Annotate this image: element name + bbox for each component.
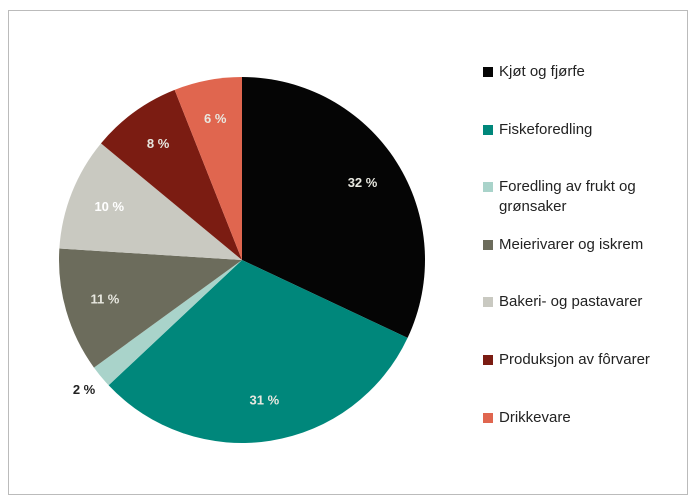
legend-swatch <box>483 239 493 250</box>
legend-item: Meierivarer og iskrem <box>483 235 643 255</box>
data-label: 11 % <box>90 291 119 306</box>
legend-label: Kjøt og fjørfe <box>499 63 585 80</box>
legend-label: Foredling av frukt og grønsaker <box>499 178 636 216</box>
pie-slice <box>93 260 242 386</box>
legend-item: Kjøt og fjørfe <box>483 62 585 82</box>
legend-swatch <box>483 355 493 365</box>
legend-label: Bakeri- og pastavarer <box>499 293 643 311</box>
data-label: 31 % <box>250 392 280 407</box>
legend-item: Drikkevare <box>483 408 571 428</box>
legend-label: Fiskeforedling <box>499 120 593 138</box>
data-label: 2 % <box>73 382 96 397</box>
chart-frame <box>8 10 688 495</box>
legend-label: Drikkevare <box>499 408 571 426</box>
data-label: 6 % <box>204 111 227 126</box>
legend-swatch <box>483 67 493 77</box>
legend-item: Foredling av frukt og grønsaker <box>483 177 683 217</box>
pie-slice <box>59 248 242 368</box>
pie-slice <box>174 77 242 260</box>
legend-swatch <box>483 297 493 308</box>
legend-swatch <box>483 412 493 423</box>
legend-item: Bakeri- og pastavarer <box>483 292 642 312</box>
pie-slice <box>100 89 242 260</box>
legend-swatch <box>483 124 493 135</box>
legend-label: Meierivarer og iskrem <box>499 235 644 253</box>
legend-swatch <box>483 182 493 193</box>
pie-slice <box>242 77 425 338</box>
legend-item: Produksjon av fôrvarer <box>483 350 650 370</box>
legend-item: Fiskeforedling <box>483 120 592 140</box>
data-label: 10 % <box>94 199 124 214</box>
legend-label: Produksjon av fôrvarer <box>499 351 650 368</box>
pie-slice <box>59 143 242 260</box>
pie-slice <box>108 260 408 443</box>
data-label: 32 % <box>348 175 378 190</box>
data-label: 8 % <box>147 136 170 151</box>
